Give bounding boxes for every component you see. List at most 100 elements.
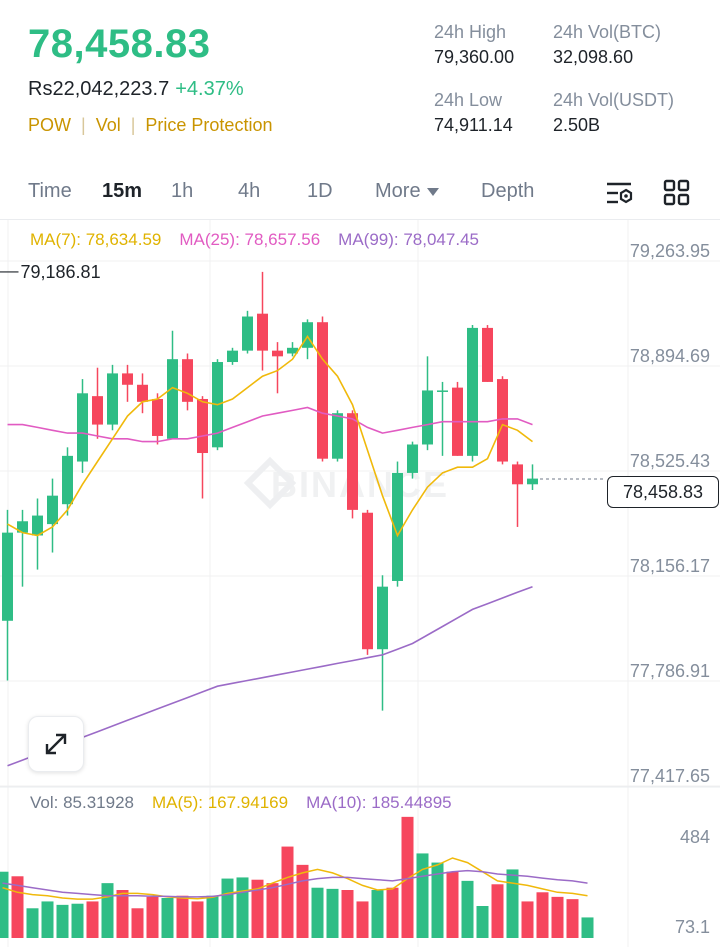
tag-vol[interactable]: Vol	[95, 115, 121, 135]
volume-bar	[221, 878, 234, 938]
volume-bar	[86, 901, 99, 938]
tag-separator: |	[130, 115, 136, 135]
volume-bar	[401, 816, 414, 938]
volume-bar	[476, 906, 489, 938]
ma7-legend: MA(7): 78,634.59	[30, 230, 162, 249]
candle-body	[17, 521, 28, 533]
stat-24h-vol-btc: 24h Vol(BTC) 32,098.60	[553, 22, 661, 68]
volume-bar	[416, 853, 429, 938]
candle-body	[182, 359, 193, 402]
fiat-price-row: Rs22,042,223.7 +4.37%	[28, 78, 244, 101]
ticker-header: 78,458.83 Rs22,042,223.7 +4.37% POW | Vol…	[0, 0, 720, 160]
y-axis-tick-label: 78,894.69	[630, 346, 710, 366]
candle-body	[32, 515, 43, 536]
tab-1h[interactable]: 1h	[171, 180, 194, 202]
tab-depth[interactable]: Depth	[481, 180, 535, 202]
tab-4h[interactable]: 4h	[238, 180, 261, 202]
candle-body	[107, 373, 118, 425]
stat-value: 2.50B	[553, 115, 601, 135]
tag-row: POW | Vol | Price Protection	[28, 115, 272, 136]
price-change-pct: +4.37%	[175, 78, 244, 100]
chart-settings-icon[interactable]	[604, 178, 634, 213]
volume-bar	[296, 864, 309, 938]
tab-15m[interactable]: 15m	[102, 180, 143, 202]
volume-bar	[266, 883, 279, 938]
vol-ma5-line	[2, 857, 588, 900]
grid-layout-icon[interactable]	[662, 178, 692, 213]
candle-body	[377, 586, 388, 650]
vol-ma10-legend: MA(10): 185.44895	[306, 793, 452, 812]
candle-body	[392, 472, 403, 581]
candle-body	[257, 313, 268, 351]
volume-bar	[56, 904, 69, 938]
candle-body	[497, 379, 508, 462]
volume-bar	[41, 901, 54, 938]
volume-bar	[101, 883, 114, 938]
candle-body	[2, 532, 13, 621]
volume-bar	[371, 890, 384, 938]
candle-body	[287, 347, 298, 354]
candle-body	[422, 390, 433, 445]
fiat-price: Rs22,042,223.7	[28, 78, 170, 100]
volume-bar	[251, 879, 264, 938]
y-axis-tick-label: 78,525.43	[630, 451, 710, 471]
stat-24h-low: 24h Low 74,911.14	[434, 90, 513, 136]
binance-logo-icon	[243, 456, 297, 510]
volume-bar	[521, 901, 534, 938]
ma99-line	[7, 585, 533, 767]
volume-bar	[326, 888, 339, 938]
y-axis-tick-label: 78,156.17	[630, 556, 710, 576]
ma99-legend: MA(99): 78,047.45	[338, 230, 479, 249]
expand-chart-button[interactable]	[28, 716, 84, 772]
stat-label: 24h High	[434, 22, 507, 42]
tag-price-protection[interactable]: Price Protection	[145, 115, 273, 135]
volume-bar	[176, 895, 189, 938]
y-axis-tick-label: 79,263.95	[630, 241, 710, 261]
candle-body	[527, 478, 538, 485]
candle-body	[242, 316, 253, 351]
candle-body	[197, 398, 208, 454]
stat-value: 74,911.14	[434, 115, 513, 135]
interval-tabs: Time 15m 1h 4h 1D More Depth	[0, 170, 720, 216]
volume-bar	[281, 846, 294, 938]
tab-more[interactable]: More	[375, 180, 439, 203]
candle-body	[272, 350, 283, 357]
tag-pow[interactable]: POW	[28, 115, 71, 135]
volume-bar	[131, 908, 144, 938]
volume-bar	[341, 890, 354, 938]
candle-body	[467, 327, 478, 456]
tab-more-label: More	[375, 180, 421, 202]
candle-body	[512, 464, 523, 485]
high-price-label: 79,186.81	[21, 262, 101, 282]
candle-body	[92, 396, 103, 425]
volume-bar	[506, 869, 519, 938]
volume-bar	[461, 880, 474, 938]
vol-ma10-line	[2, 869, 588, 898]
stat-value: 32,098.60	[553, 47, 634, 67]
candlestick-chart[interactable]: 79,263.95 78,894.69 78,525.43 78,156.17 77,7…	[0, 220, 720, 947]
y-axis-tick-label: 77,786.91	[630, 661, 710, 681]
volume-bar	[356, 901, 369, 938]
volume-bar	[311, 887, 324, 938]
volume-bar	[551, 896, 564, 938]
tag-separator: |	[81, 115, 86, 135]
volume-bar	[161, 898, 174, 938]
tab-time[interactable]: Time	[28, 180, 72, 202]
tab-1d[interactable]: 1D	[307, 180, 333, 202]
candle-body	[122, 373, 133, 385]
volume-bar	[491, 884, 504, 938]
ma-legend: MA(7): 78,634.59 MA(25): 78,657.56 MA(99…	[30, 230, 479, 250]
ma25-legend: MA(25): 78,657.56	[179, 230, 321, 249]
last-price: 78,458.83	[28, 22, 211, 66]
current-price-tag: 78,458.83	[607, 476, 719, 508]
volume-tick-label: 484	[680, 827, 710, 847]
volume-bar	[386, 887, 399, 938]
volume-bar	[26, 908, 39, 938]
tabs-divider	[0, 219, 720, 220]
candle-body	[482, 327, 493, 382]
stat-label: 24h Vol(BTC)	[553, 22, 662, 42]
volume-bar	[146, 896, 159, 938]
volume-bar	[236, 877, 249, 938]
volume-bar	[0, 871, 9, 938]
volume-bar	[431, 862, 444, 938]
